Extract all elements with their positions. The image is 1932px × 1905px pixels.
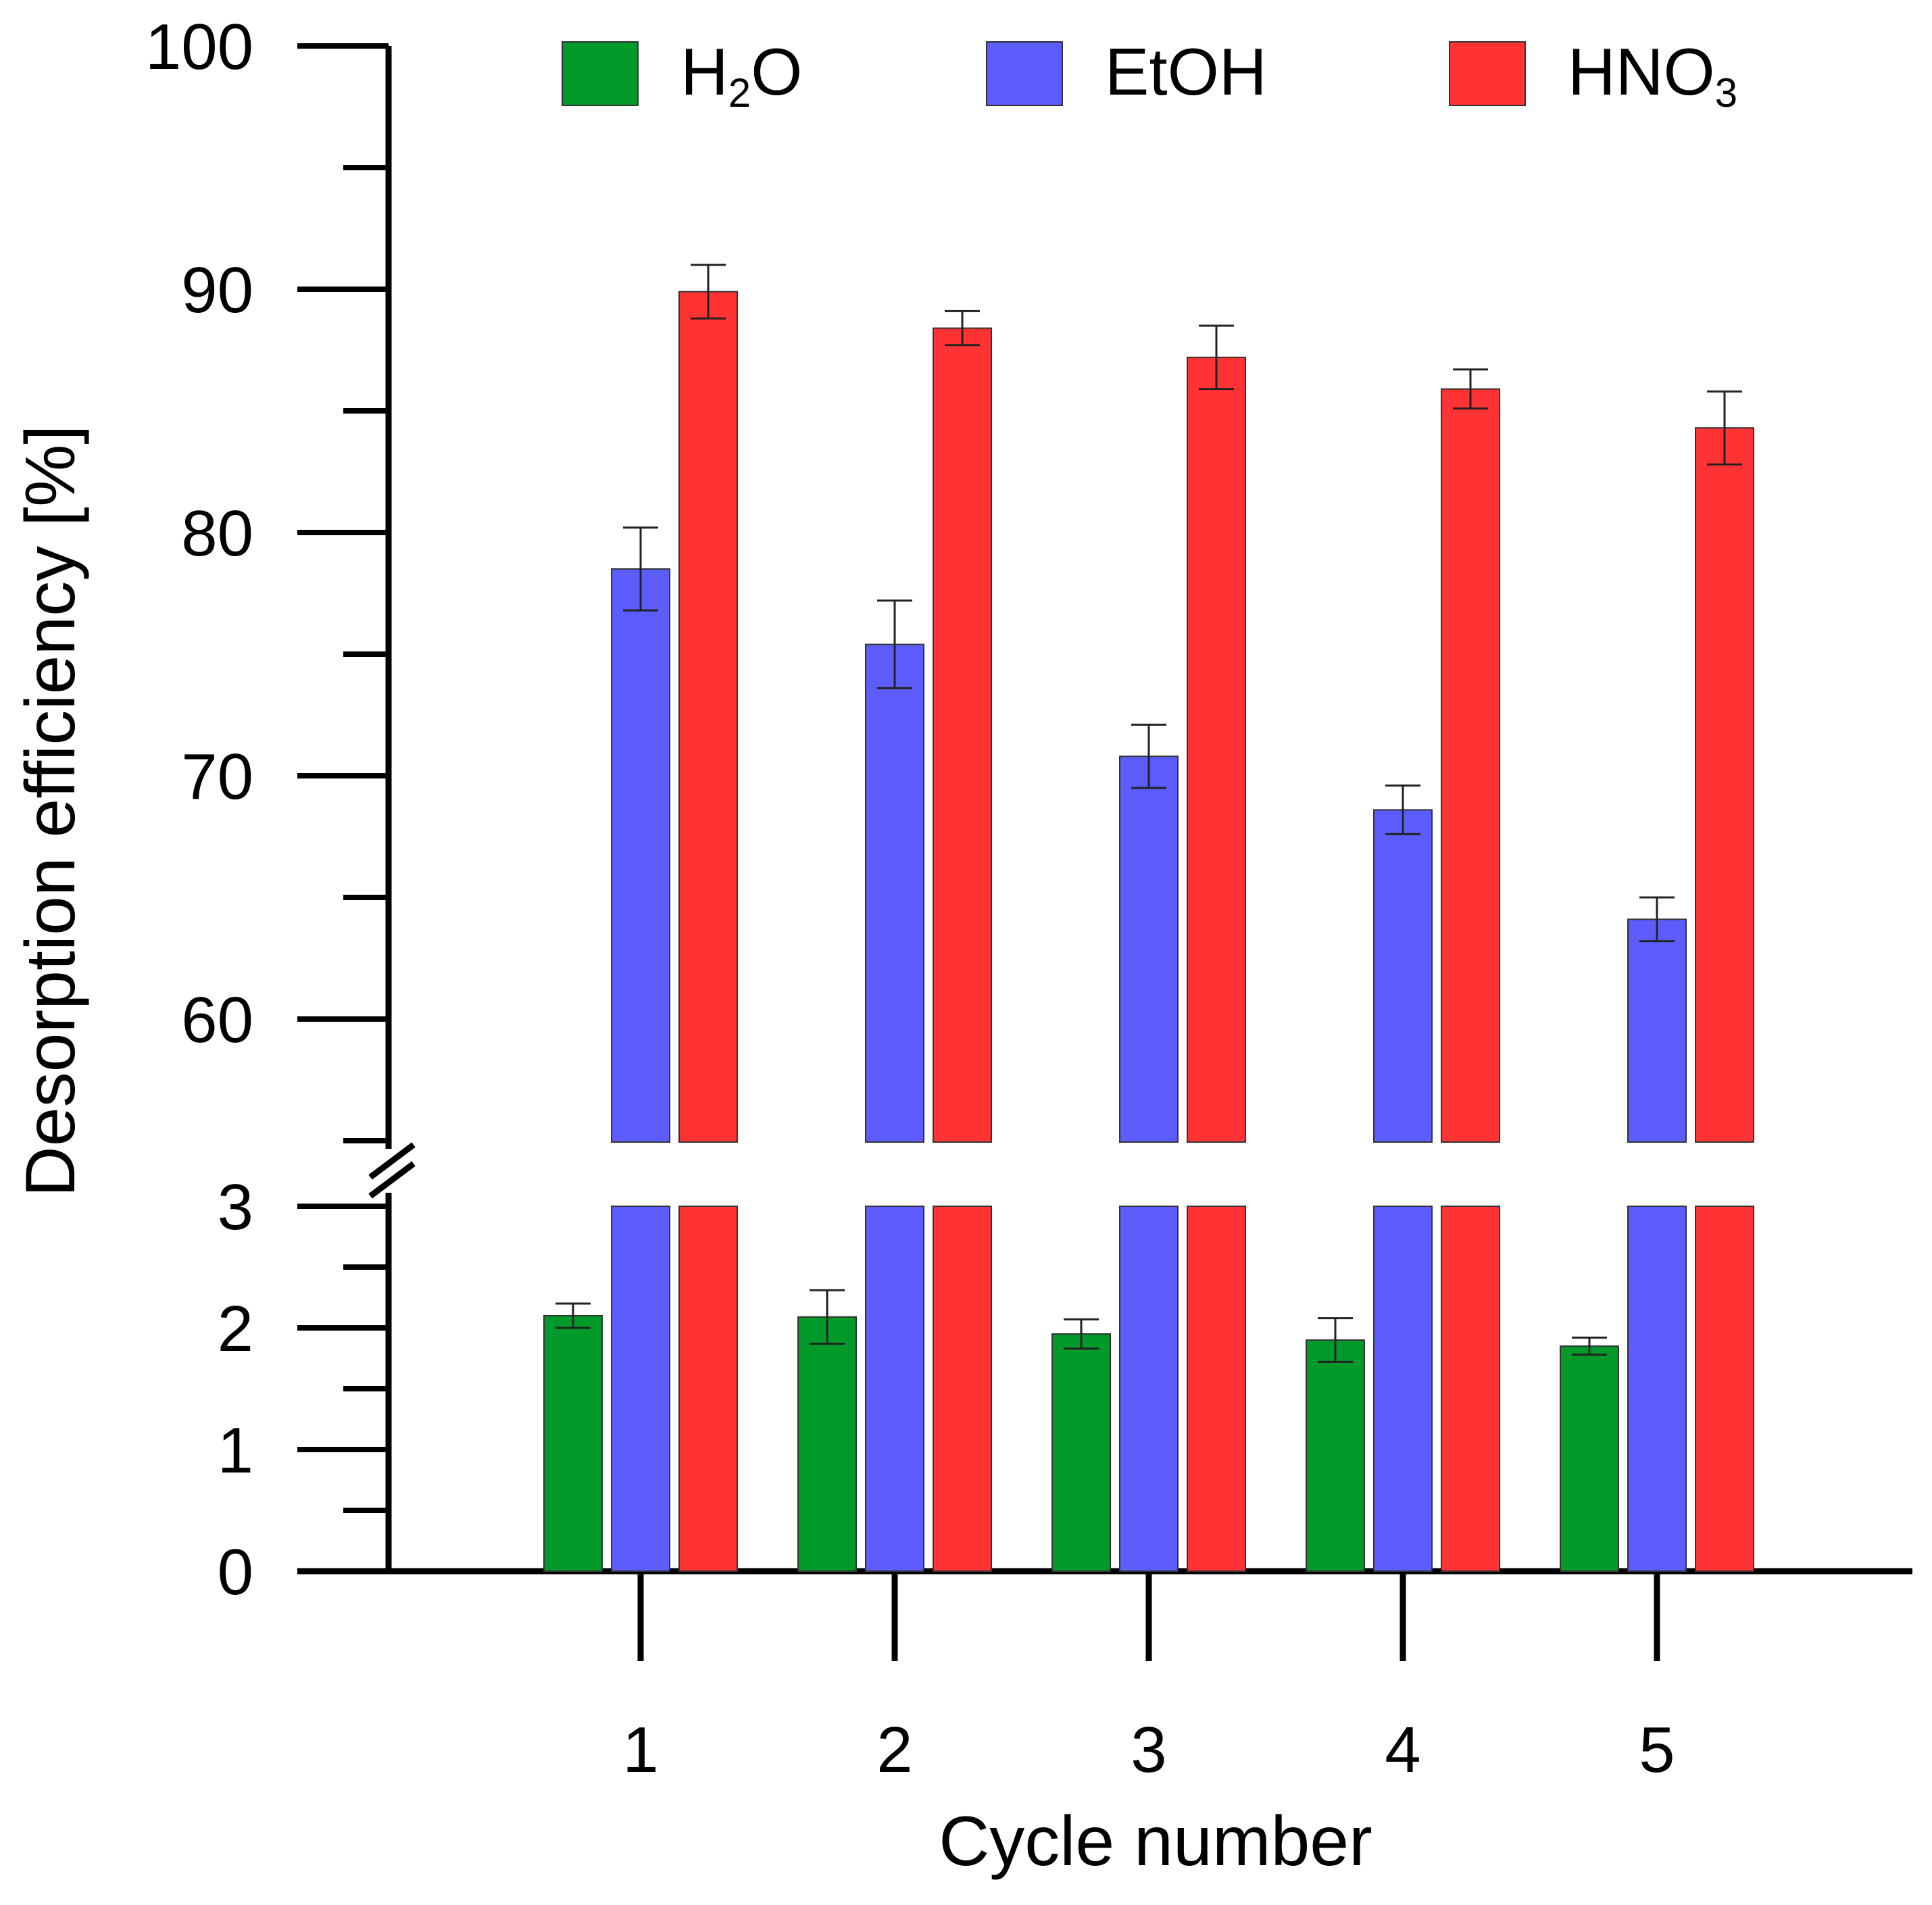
bar-etoh-lower — [865, 1206, 924, 1572]
bar-etoh — [1119, 756, 1179, 1143]
bar-hno3-lower — [933, 1206, 992, 1572]
labels-layer: 60 70 80 90 100 0 1 2 3 1 2 3 4 5 — [145, 11, 1675, 1786]
legend-label-etoh: EtOH — [1105, 34, 1267, 109]
x-axis-title: Cycle number — [939, 1802, 1372, 1881]
bar-etoh-lower — [1119, 1206, 1179, 1572]
bar-h2o — [1306, 1339, 1365, 1572]
y-tick-label: 1 — [218, 1414, 253, 1487]
legend-subscript: 3 — [1715, 70, 1737, 116]
y-tick-label: 100 — [145, 11, 253, 83]
bar-hno3-lower — [1695, 1206, 1754, 1572]
bar-h2o — [1051, 1333, 1111, 1572]
bar-hno3-lower — [1441, 1206, 1500, 1572]
x-tick-label: 1 — [622, 1714, 658, 1786]
bar-etoh-lower — [611, 1206, 670, 1572]
bar-etoh — [865, 643, 924, 1143]
legend-swatch-hno3 — [1449, 41, 1526, 106]
bar-hno3-lower — [1187, 1206, 1246, 1572]
y-tick-label: 3 — [218, 1171, 253, 1243]
bar-hno3 — [1187, 356, 1246, 1143]
legend-subscript: 2 — [728, 70, 751, 116]
bar-hno3 — [678, 291, 738, 1143]
legend-label-hno3: HNO3 — [1568, 34, 1737, 116]
bar-h2o — [797, 1316, 857, 1573]
x-tick-label: 4 — [1385, 1714, 1420, 1786]
x-tick-label: 2 — [876, 1714, 912, 1786]
y-axis-title: Desorption efficiency [%] — [11, 425, 90, 1197]
y-tick-label: 0 — [218, 1536, 253, 1608]
x-tick-label: 5 — [1639, 1714, 1675, 1786]
bar-hno3 — [1695, 427, 1754, 1143]
bar-hno3 — [933, 327, 992, 1143]
legend-label-tail: O — [751, 34, 802, 109]
axis-break-mark — [368, 1142, 416, 1180]
y-tick-label: 60 — [181, 984, 253, 1056]
bar-etoh-lower — [1627, 1206, 1687, 1572]
bar-etoh-lower — [1373, 1206, 1433, 1572]
legend-swatch-h2o — [562, 41, 639, 106]
y-tick-label: 70 — [181, 741, 253, 813]
y-tick-label: 2 — [218, 1293, 253, 1365]
x-tick-label: 3 — [1131, 1714, 1166, 1786]
bar-h2o — [1560, 1345, 1619, 1572]
y-tick-label: 90 — [181, 254, 253, 326]
bar-etoh — [611, 568, 670, 1143]
bar-h2o — [543, 1315, 603, 1572]
bar-hno3-lower — [678, 1206, 738, 1572]
bar-etoh — [1373, 809, 1433, 1143]
bar-hno3 — [1441, 388, 1500, 1143]
axis-break-mark — [368, 1161, 416, 1199]
legend-label-h2o: H2O — [680, 34, 802, 116]
legend: H2O EtOH HNO3 — [562, 34, 1737, 116]
legend-swatch-etoh — [986, 41, 1063, 106]
y-tick-label: 80 — [181, 497, 253, 570]
bars-layer — [543, 264, 1754, 1573]
bar-etoh — [1627, 918, 1687, 1143]
